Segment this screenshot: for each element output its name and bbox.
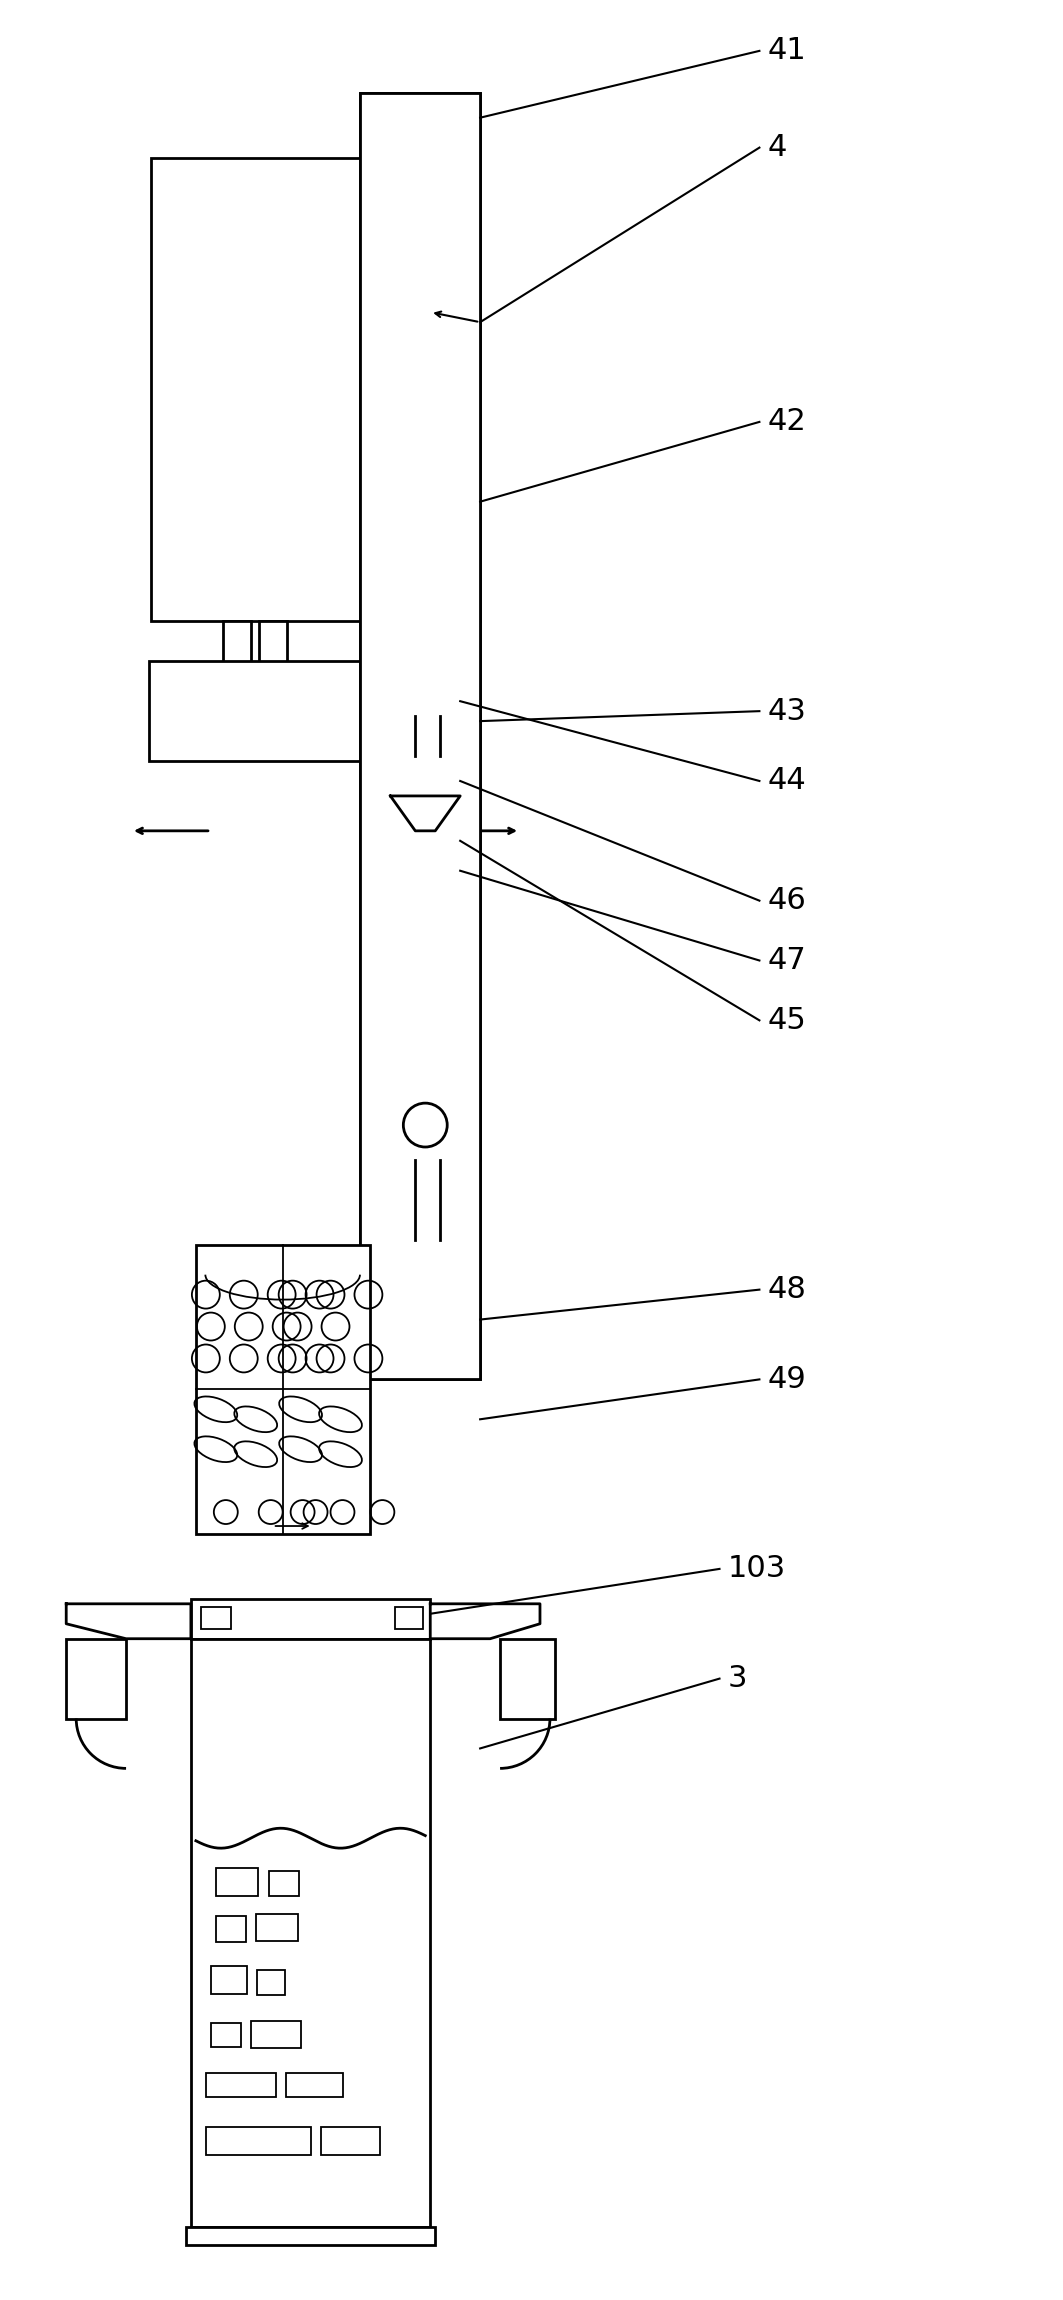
Bar [360,92,480,1380]
Bar [191,1598,431,1638]
Text: 41: 41 [767,37,806,64]
Text: 103: 103 [727,1555,786,1582]
Bar [500,1638,555,1718]
Text: 48: 48 [767,1274,806,1304]
Bar [149,662,390,761]
Text: 46: 46 [767,886,806,915]
Bar [196,1244,370,1534]
Bar [201,1608,231,1628]
Bar [186,2226,435,2245]
Bar [66,1638,126,1718]
Bar [286,2072,343,2098]
Bar [360,621,480,1380]
Bar [223,621,251,662]
Bar [257,1969,285,1994]
Text: 49: 49 [767,1364,806,1394]
Text: 4: 4 [767,133,787,161]
Bar [258,621,287,662]
Bar [216,1916,246,1941]
Bar [360,92,480,621]
Text: 44: 44 [767,766,806,796]
Text: 3: 3 [727,1665,747,1693]
Bar [269,1872,299,1895]
Bar [210,2022,240,2047]
Text: 43: 43 [767,697,806,724]
Bar [395,1608,423,1628]
Bar [321,2128,381,2155]
Bar [251,2022,301,2047]
Bar [256,1914,298,1941]
Bar [206,2072,275,2098]
Text: 45: 45 [767,1005,806,1035]
Polygon shape [431,1603,540,1638]
Bar [216,1868,257,1895]
Polygon shape [66,1603,191,1638]
Bar [390,676,460,715]
Bar [206,2128,310,2155]
Bar [370,1090,480,1159]
Bar [210,1966,247,1994]
Polygon shape [390,796,460,830]
Bar [151,159,390,621]
Text: 42: 42 [767,407,806,437]
Bar [390,757,460,796]
Bar [191,1638,431,2226]
Text: 47: 47 [767,945,806,975]
